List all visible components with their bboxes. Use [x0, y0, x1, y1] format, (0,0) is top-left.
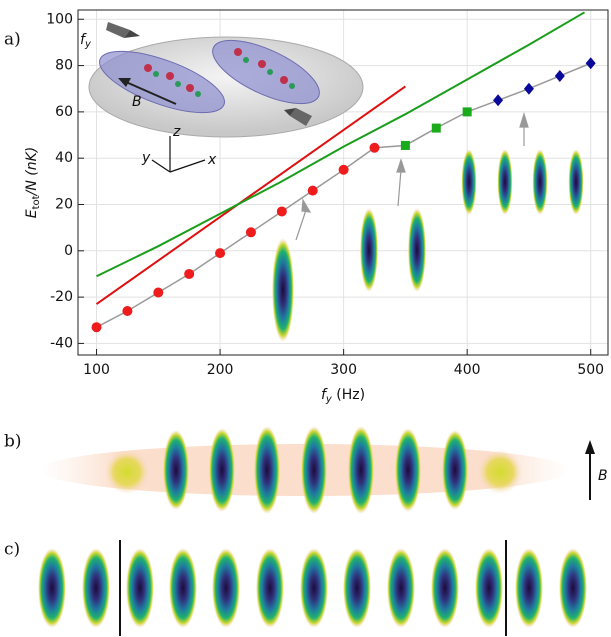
x-tick-label: 500 — [577, 362, 604, 378]
label-part: tot — [31, 195, 42, 209]
y-tick-label: 20 — [55, 196, 73, 212]
y-axis-label: Etot/N (nK) — [24, 147, 42, 218]
inset-label: fy — [80, 32, 92, 50]
data-point — [215, 248, 226, 259]
data-point — [369, 142, 380, 153]
data-point — [523, 82, 534, 95]
x-tick-label: 300 — [330, 362, 357, 378]
x-axis-label: fy (Hz) — [321, 387, 365, 405]
y-tick-label: 80 — [55, 58, 73, 74]
data-point — [338, 164, 349, 175]
data-point — [585, 57, 596, 70]
inset-diagram: fy B z x y — [80, 22, 364, 173]
label-part: y — [325, 394, 333, 405]
axes-frame — [77, 9, 609, 356]
x-tick-label: 100 — [83, 362, 110, 378]
panel-label: c) — [4, 540, 20, 560]
x-tick-label: 400 — [454, 362, 481, 378]
y-tick-label: -20 — [50, 289, 73, 305]
y-tick-label: 40 — [55, 150, 73, 166]
data-point — [307, 185, 318, 196]
axis-triad-label: y — [141, 150, 151, 166]
panel-c — [38, 540, 587, 636]
y-tick-label: 60 — [55, 104, 73, 120]
data-point — [493, 94, 504, 107]
data-point — [184, 268, 195, 279]
panel-label: b) — [4, 432, 22, 452]
panel-label: a) — [4, 30, 21, 50]
data-line — [96, 11, 586, 278]
y-tick-label: 0 — [64, 243, 73, 259]
label-part: (Hz) — [332, 387, 365, 403]
y-tick-label: 100 — [46, 11, 73, 27]
data-point — [91, 322, 102, 333]
data-point — [153, 287, 164, 298]
y-tick-label: -40 — [50, 335, 73, 351]
data-point — [245, 227, 256, 238]
label-part: f — [321, 387, 328, 403]
data-point — [462, 107, 472, 117]
density-images — [272, 111, 584, 342]
axis-triad-label: x — [207, 152, 217, 168]
label-part: /N (nK) — [24, 147, 40, 198]
data-point — [122, 306, 133, 317]
x-tick-label: 200 — [207, 362, 234, 378]
data-point — [554, 69, 565, 82]
label-part: E — [24, 209, 40, 218]
data-line — [95, 85, 406, 305]
data-point — [276, 206, 287, 217]
data-point — [400, 140, 410, 150]
axis-triad-label: z — [172, 124, 181, 140]
panel-b: B — [40, 426, 608, 514]
data-point — [431, 123, 441, 133]
inset-label: B — [132, 94, 142, 110]
field-label: B — [598, 468, 608, 484]
